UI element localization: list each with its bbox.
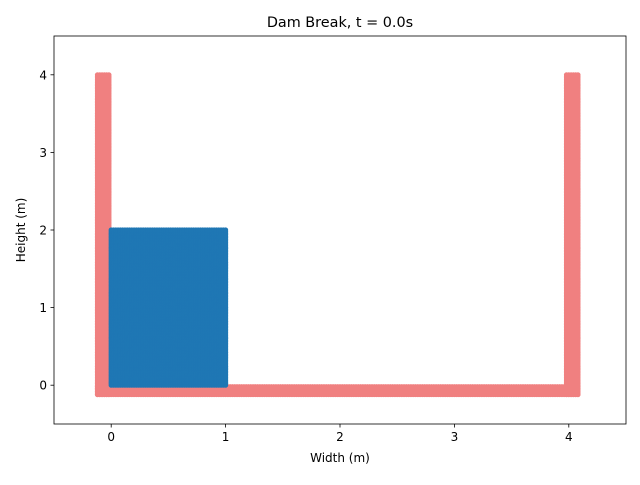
boundary-particles (94, 72, 581, 398)
plot-area (94, 72, 581, 398)
boundary-particle (106, 72, 112, 78)
fluid-particles (108, 227, 229, 388)
boundary-particle (575, 72, 581, 78)
